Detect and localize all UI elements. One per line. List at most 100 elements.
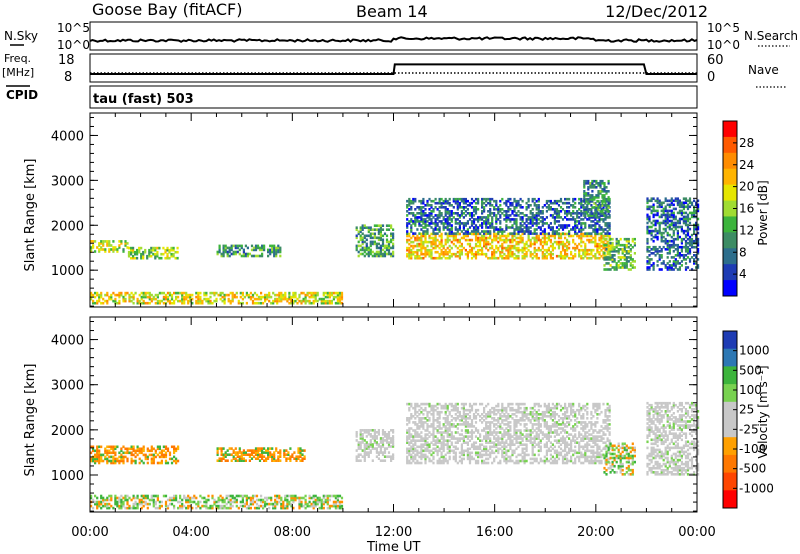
- echo-cell: [491, 204, 494, 207]
- echo-cell: [312, 301, 315, 305]
- echo-cell: [236, 246, 239, 250]
- echo-cell: [535, 224, 538, 227]
- echo-cell: [446, 427, 449, 430]
- echo-cell: [120, 459, 123, 463]
- echo-cell: [440, 433, 443, 436]
- echo-cell: [300, 500, 303, 504]
- echo-cell: [195, 496, 198, 500]
- echo-cell: [444, 242, 447, 246]
- echo-cell: [94, 502, 97, 506]
- echo-cell: [251, 502, 255, 506]
- echo-cell: [442, 459, 445, 463]
- echo-cell: [446, 210, 449, 213]
- echo-cell: [127, 254, 131, 258]
- echo-cell: [509, 238, 512, 242]
- echo-cell: [684, 233, 688, 237]
- echo-cell: [225, 496, 228, 500]
- echo-cell: [464, 423, 467, 426]
- echo-cell: [448, 439, 451, 442]
- echo-cell: [406, 240, 409, 244]
- echo-cell: [268, 291, 271, 295]
- echo-cell: [450, 220, 453, 223]
- echo-cell: [371, 232, 374, 236]
- echo-cell: [177, 459, 180, 463]
- echo-cell: [631, 258, 634, 261]
- echo-cell: [597, 194, 600, 197]
- echo-cell: [646, 197, 649, 200]
- echo-cell: [596, 248, 599, 252]
- echo-cell: [408, 208, 411, 211]
- echo-cell: [237, 301, 240, 305]
- echo-cell: [418, 236, 421, 240]
- echo-cell: [646, 229, 649, 233]
- echo-cell: [654, 229, 657, 233]
- echo-cell: [474, 232, 478, 235]
- echo-cell: [428, 419, 431, 422]
- echo-cell: [668, 245, 671, 249]
- echo-cell: [533, 201, 536, 205]
- echo-cell: [406, 210, 409, 213]
- echo-cell: [666, 213, 669, 217]
- echo-cell: [251, 494, 255, 498]
- echo-cell: [594, 222, 597, 225]
- echo-cell: [363, 246, 366, 250]
- echo-cell: [418, 408, 421, 412]
- echo-cell: [507, 216, 510, 219]
- echo-cell: [690, 256, 694, 259]
- echo-cell: [668, 243, 671, 247]
- echo-cell: [379, 447, 382, 450]
- echo-cell: [261, 447, 264, 450]
- echo-cell: [150, 293, 153, 297]
- echo-cell: [359, 431, 362, 434]
- echo-cell: [330, 504, 333, 508]
- echo-cell: [246, 453, 249, 456]
- echo-cell: [468, 201, 472, 205]
- echo-cell: [543, 256, 546, 260]
- echo-cell: [134, 250, 137, 254]
- echo-cell: [566, 210, 569, 213]
- echo-cell: [98, 459, 101, 463]
- echo-cell: [120, 291, 123, 295]
- echo-cell: [136, 453, 139, 457]
- echo-cell: [446, 222, 449, 225]
- echo-cell: [92, 445, 95, 449]
- echo-cell: [682, 245, 685, 249]
- echo-cell: [219, 504, 222, 508]
- echo-cell: [251, 295, 255, 299]
- echo-cell: [369, 248, 372, 252]
- echo-cell: [460, 206, 463, 209]
- echo-cell: [501, 232, 504, 235]
- echo-cell: [686, 233, 690, 237]
- echo-cell: [269, 451, 272, 454]
- echo-cell: [160, 449, 163, 453]
- echo-cell: [551, 228, 554, 231]
- echo-cell: [414, 236, 417, 240]
- echo-cell: [256, 449, 260, 452]
- echo-cell: [436, 459, 439, 463]
- echo-cell: [539, 238, 542, 242]
- echo-cell: [444, 240, 447, 244]
- echo-cell: [336, 293, 339, 297]
- echo-cell: [584, 226, 587, 229]
- echo-cell: [605, 192, 608, 195]
- echo-cell: [576, 212, 579, 215]
- echo-cell: [454, 459, 457, 463]
- echo-cell: [434, 218, 437, 221]
- echo-cell: [231, 504, 234, 508]
- echo-cell: [646, 201, 649, 205]
- echo-cell: [377, 451, 380, 454]
- echo-cell: [142, 500, 145, 504]
- echo-cell: [241, 504, 244, 508]
- echo-cell: [326, 506, 329, 510]
- echo-cell: [261, 449, 264, 452]
- echo-cell: [257, 297, 261, 301]
- echo-cell: [361, 429, 364, 432]
- echo-cell: [564, 252, 567, 256]
- echo-cell: [489, 232, 492, 235]
- echo-cell: [134, 502, 137, 506]
- echo-cell: [595, 182, 598, 185]
- echo-cell: [515, 242, 518, 246]
- echo-cell: [410, 248, 413, 252]
- echo-cell: [277, 244, 280, 248]
- echo-cell: [175, 297, 178, 301]
